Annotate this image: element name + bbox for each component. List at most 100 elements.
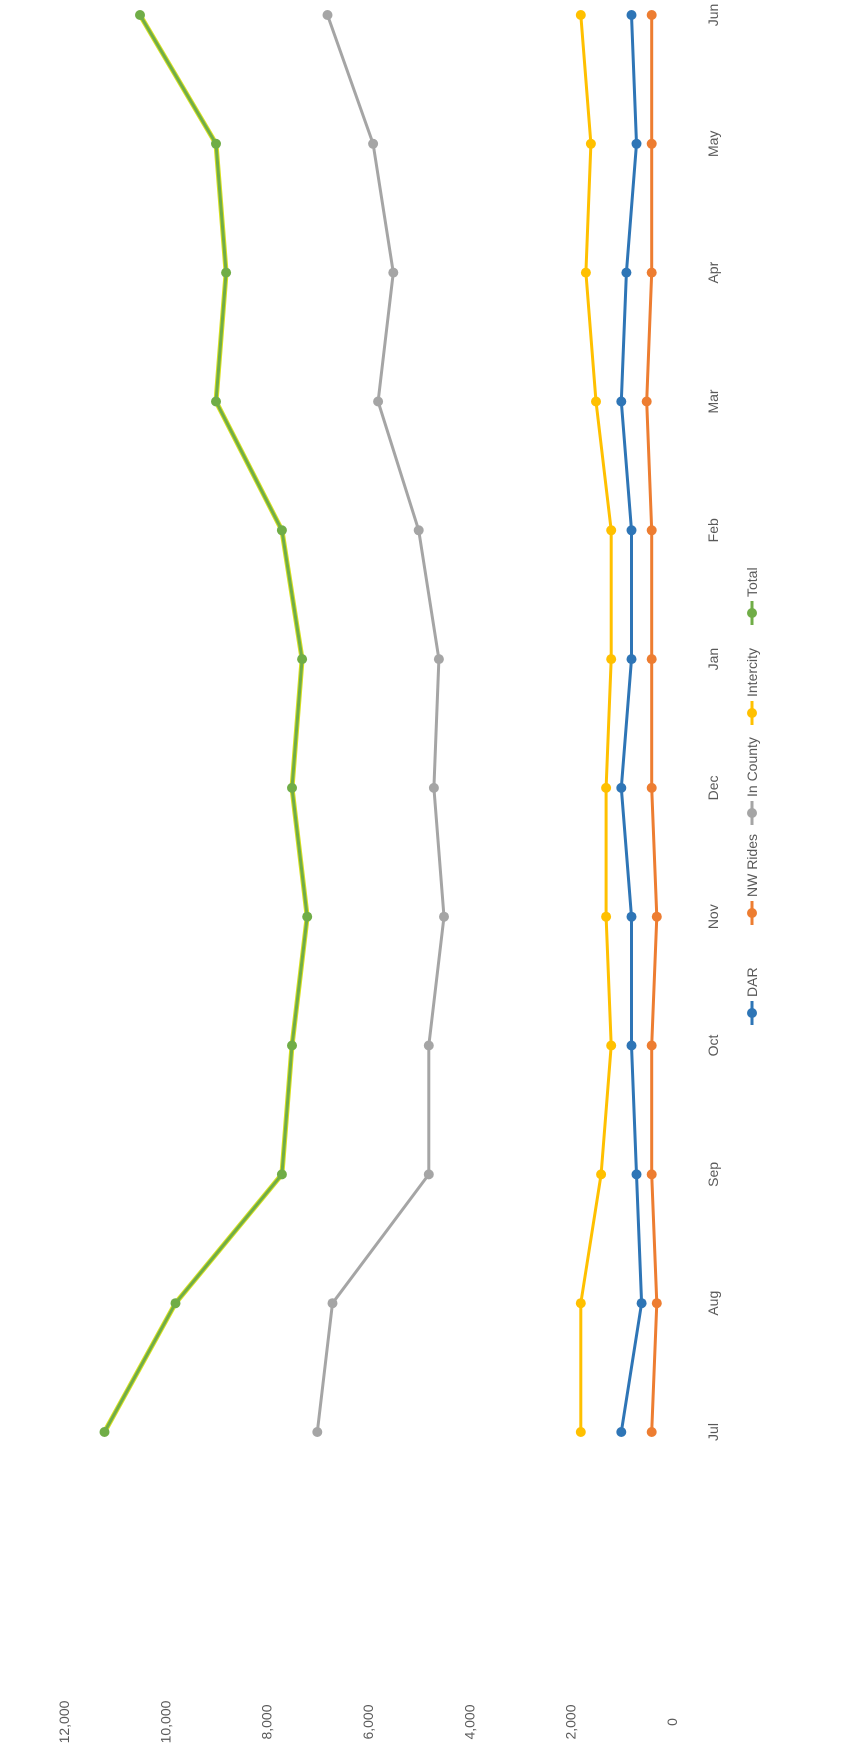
series-intercity [575, 10, 617, 1437]
y-tick-label: 2,000 [563, 1704, 579, 1739]
legend-label: Intercity [744, 648, 760, 697]
series-line [579, 14, 613, 1432]
data-point [373, 396, 384, 407]
legend-label: In County [744, 737, 760, 797]
y-tick-label: 10,000 [157, 1700, 173, 1743]
series-line [645, 15, 659, 1433]
data-point [575, 1298, 586, 1309]
data-point [297, 654, 308, 665]
data-point [428, 782, 439, 793]
data-point [616, 1427, 627, 1437]
data-point [646, 1427, 657, 1437]
data-point [423, 1040, 434, 1051]
data-point [287, 1040, 297, 1051]
data-point [636, 1298, 647, 1309]
data-point [646, 138, 657, 149]
x-tick-label: Apr [705, 261, 721, 283]
data-point [591, 396, 601, 407]
data-point [616, 396, 627, 407]
data-point [575, 10, 586, 20]
x-tick-label: Dec [705, 775, 721, 800]
y-tick-label: 8,000 [259, 1704, 275, 1739]
data-point [606, 1040, 617, 1051]
data-point [651, 1298, 662, 1309]
legend: DAR NW Rides In County Intercity Total [744, 567, 760, 1025]
series-line [103, 14, 309, 1433]
data-point [626, 10, 637, 20]
legend-label: NW Rides [744, 834, 760, 897]
data-point [606, 525, 617, 536]
data-point [646, 267, 657, 278]
data-point [423, 1169, 434, 1180]
x-tick-label: Sep [705, 1162, 721, 1187]
data-point [626, 1040, 637, 1051]
legend-swatch-marker [747, 908, 757, 918]
series-line [619, 14, 644, 1433]
data-point [651, 911, 662, 922]
data-point [601, 782, 612, 793]
data-point [646, 1040, 657, 1051]
data-point [626, 525, 637, 536]
data-point [580, 267, 591, 278]
legend-swatch-marker [747, 608, 757, 618]
data-point [439, 911, 449, 922]
data-point [388, 267, 399, 278]
x-tick-label: May [705, 131, 721, 157]
data-point [221, 267, 232, 278]
data-point [626, 654, 637, 665]
series-nw-rides [641, 10, 662, 1437]
y-axis-ticks: 0 2,000 4,000 6,000 8,000 10,000 12,000 [56, 1700, 680, 1743]
y-tick-label: 12,000 [56, 1700, 72, 1743]
data-point [322, 10, 333, 20]
data-point [368, 138, 379, 149]
legend-swatch-marker [747, 1008, 757, 1018]
series-layer [99, 10, 662, 1437]
y-tick-label: 0 [664, 1718, 680, 1726]
data-point [646, 10, 657, 20]
series-total [99, 10, 313, 1437]
legend-swatch-marker [747, 808, 757, 818]
legend-item-total: Total [744, 567, 760, 625]
data-point [606, 654, 617, 665]
data-point [327, 1298, 338, 1309]
data-point [585, 138, 596, 149]
data-point [302, 911, 313, 922]
data-point [641, 396, 652, 407]
data-point [601, 911, 612, 922]
data-point [596, 1169, 607, 1180]
data-point [413, 525, 424, 536]
x-tick-label: Aug [705, 1291, 721, 1316]
data-point [621, 267, 632, 278]
x-tick-label: Nov [705, 904, 721, 929]
data-point [626, 911, 637, 922]
legend-label: Total [744, 567, 760, 597]
legend-item-nw-rides: NW Rides [744, 834, 760, 925]
legend-item-dar: DAR [744, 967, 760, 1025]
data-point [646, 782, 657, 793]
data-point [287, 782, 297, 793]
legend-item-in-county: In County [744, 737, 760, 825]
x-tick-label: Jul [705, 1423, 721, 1441]
x-tick-label: Jun [705, 4, 721, 27]
data-point [631, 138, 642, 149]
y-tick-label: 4,000 [461, 1704, 477, 1739]
data-point [312, 1427, 323, 1437]
data-point [135, 10, 145, 20]
x-tick-label: Oct [705, 1035, 721, 1057]
data-point [575, 1427, 586, 1437]
x-tick-label: Feb [705, 518, 721, 542]
series-line-halo [102, 13, 310, 1434]
data-point [99, 1427, 110, 1437]
data-point [616, 782, 627, 793]
data-point [631, 1169, 642, 1180]
data-point [646, 1169, 657, 1180]
x-tick-label: Mar [705, 389, 721, 413]
series-dar [616, 10, 647, 1437]
series-line [315, 14, 446, 1433]
legend-label: DAR [744, 967, 760, 997]
data-point [211, 138, 221, 149]
data-point [276, 1169, 287, 1180]
y-tick-label: 6,000 [360, 1704, 376, 1739]
data-point [646, 525, 657, 536]
